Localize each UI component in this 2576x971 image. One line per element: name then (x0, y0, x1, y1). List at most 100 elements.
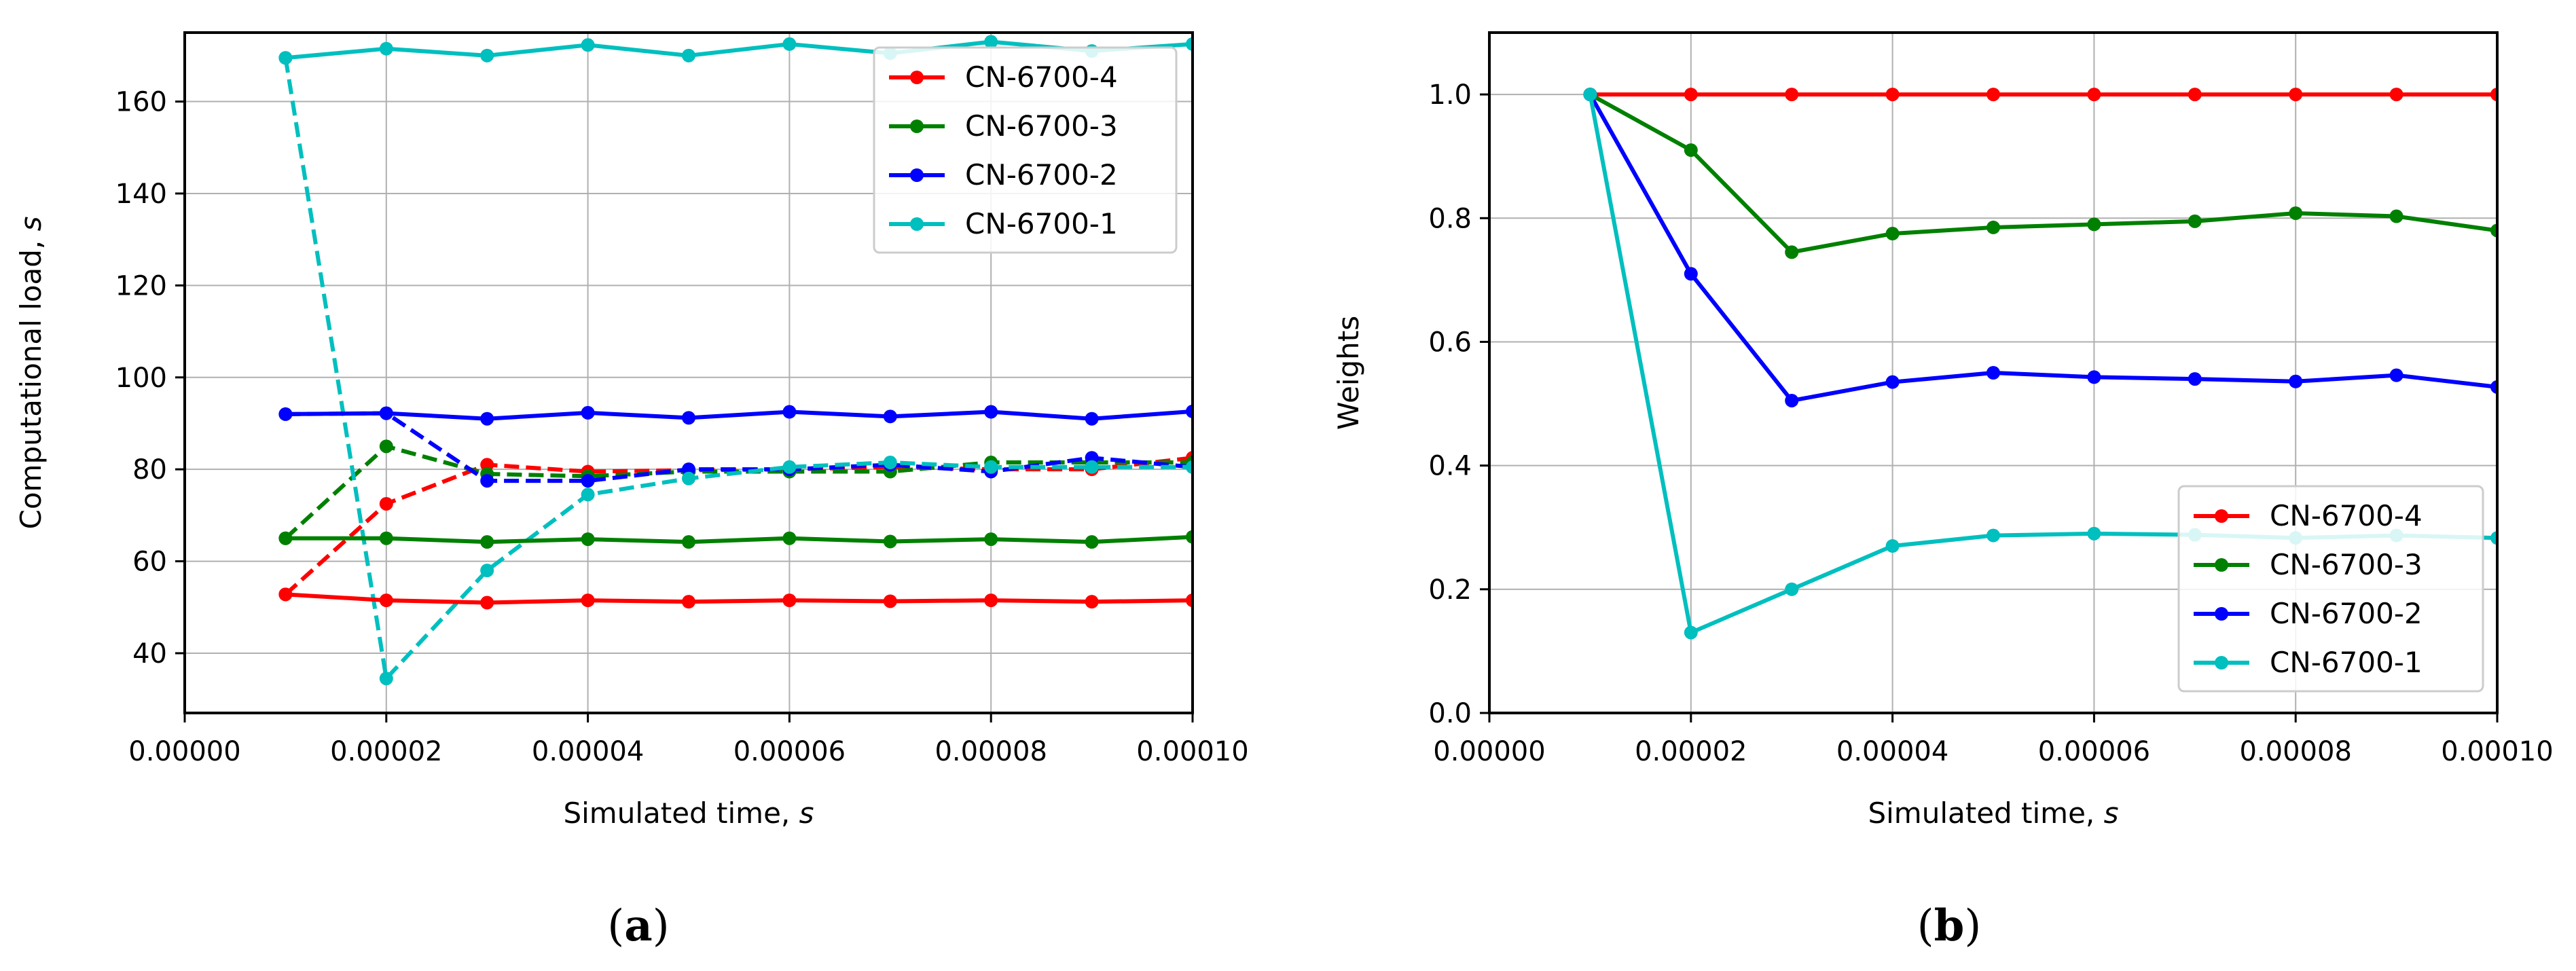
data-point (2289, 206, 2303, 220)
legend: CN-6700-4 CN-6700-3 CN-6700-2 CN-6700-1 (2177, 485, 2484, 693)
data-point (984, 532, 998, 547)
data-point (581, 488, 595, 502)
series-line-cn-6700-2 (285, 409, 1193, 421)
data-point (883, 594, 897, 608)
y-tick-label: 60 (132, 547, 167, 578)
y-axis-label-text: Weights (1332, 316, 1365, 430)
data-point (782, 531, 797, 545)
legend-label: CN-6700-3 (965, 109, 1118, 143)
y-tick-label: 0.8 (1428, 203, 1472, 234)
axes-frame (183, 31, 1194, 714)
data-point (1987, 366, 2000, 380)
x-tick-label: 0.00002 (1635, 736, 1747, 767)
data-point (1987, 528, 2000, 543)
y-tick-label: 0.0 (1428, 698, 1472, 729)
data-point (1785, 393, 1799, 407)
data-point (1186, 530, 1193, 544)
data-point (1684, 143, 1698, 158)
legend: CN-6700-4 CN-6700-3 CN-6700-2 CN-6700-1 (873, 46, 1178, 254)
data-point (581, 593, 595, 608)
data-point (682, 48, 695, 62)
series-line-cn-6700-1-dashed (283, 57, 1193, 681)
chart-panel-b: 0.00000 0.00002 0.00004 0.00006 0.00008 0.000… (1332, 31, 2554, 951)
legend-label: CN-6700-1 (965, 207, 1118, 240)
data-point (2087, 217, 2101, 232)
series-line-cn-6700-1 (285, 39, 1193, 60)
data-point (581, 38, 595, 52)
data-point (379, 406, 393, 420)
data-point (2188, 214, 2202, 228)
data-point (1684, 88, 1698, 102)
data-point (1085, 460, 1099, 474)
data-point (379, 531, 393, 545)
data-point (883, 534, 897, 549)
x-tick-label: 0.00006 (733, 736, 846, 767)
x-axis-label: Simulated time, s (563, 796, 814, 830)
data-point (1186, 593, 1193, 608)
x-axis-label-unit: s (2104, 796, 2119, 830)
x-tick-label: 0.00008 (2239, 736, 2351, 767)
data-point (379, 439, 393, 454)
data-point (2087, 370, 2101, 384)
y-tick-label: 160 (115, 87, 167, 118)
data-point (782, 460, 797, 474)
panel-letter: b (1934, 900, 1965, 951)
data-point (480, 535, 494, 549)
y-tick-label: 1.0 (1428, 79, 1472, 111)
legend-label: CN-6700-2 (2270, 597, 2423, 630)
data-point (883, 456, 897, 470)
legend-swatch-marker (2215, 656, 2228, 670)
legend-swatch-marker (910, 71, 924, 84)
legend-swatch-marker (910, 120, 924, 133)
data-point (1684, 625, 1698, 640)
data-point (480, 474, 494, 488)
x-tick-label: 0.00004 (1836, 736, 1948, 767)
series-line-cn-6700-4 (285, 592, 1193, 605)
data-point (782, 593, 797, 608)
series-line-cn-6700-3 (285, 534, 1193, 545)
legend-label: CN-6700-3 (2270, 548, 2423, 581)
data-point (278, 51, 293, 65)
y-tick-label: 0.2 (1428, 574, 1472, 606)
data-point (1885, 375, 1900, 389)
data-point (2389, 88, 2403, 102)
data-point (682, 535, 695, 549)
legend-label: CN-6700-4 (2270, 499, 2423, 532)
data-point (984, 35, 998, 49)
chart-panel-a: 0.00000 0.00002 0.00004 0.00006 0.00008 0.000… (14, 31, 1249, 951)
data-point (2389, 368, 2403, 382)
y-tick-label: 120 (115, 270, 167, 301)
y-tick-label: 100 (115, 363, 167, 394)
legend-label: CN-6700-2 (965, 158, 1118, 191)
legend-swatch-marker (910, 217, 924, 231)
data-point (883, 409, 897, 424)
data-point (2087, 526, 2101, 541)
panel-letter: a (624, 900, 652, 951)
series-line-cn-6700-3 (1589, 92, 2497, 255)
data-point (480, 564, 494, 578)
data-point (581, 532, 595, 547)
y-tick-label: 0.4 (1428, 451, 1472, 482)
data-point (581, 405, 595, 420)
legend-box (873, 46, 1178, 254)
data-point (2289, 374, 2303, 388)
data-point (581, 474, 595, 488)
data-point (1186, 37, 1193, 51)
series-line-cn-6700-2 (1588, 93, 2497, 403)
data-point (480, 411, 494, 426)
data-point (379, 672, 393, 686)
x-tick-label: 0.00004 (532, 736, 644, 767)
data-point (2389, 209, 2403, 223)
data-point (2087, 88, 2101, 102)
data-point (379, 496, 393, 511)
x-tick-label: 0.00006 (2038, 736, 2150, 767)
series-group (278, 35, 1193, 686)
data-point (1987, 220, 2000, 234)
x-tick-label: 0.00000 (128, 736, 240, 767)
data-point (278, 531, 293, 545)
data-point (1186, 404, 1193, 418)
axes-frame (1488, 31, 2499, 714)
data-point (1785, 88, 1799, 102)
x-tick-label: 0.00010 (2441, 736, 2553, 767)
x-axis-label-text: Simulated time, (1868, 796, 2103, 830)
